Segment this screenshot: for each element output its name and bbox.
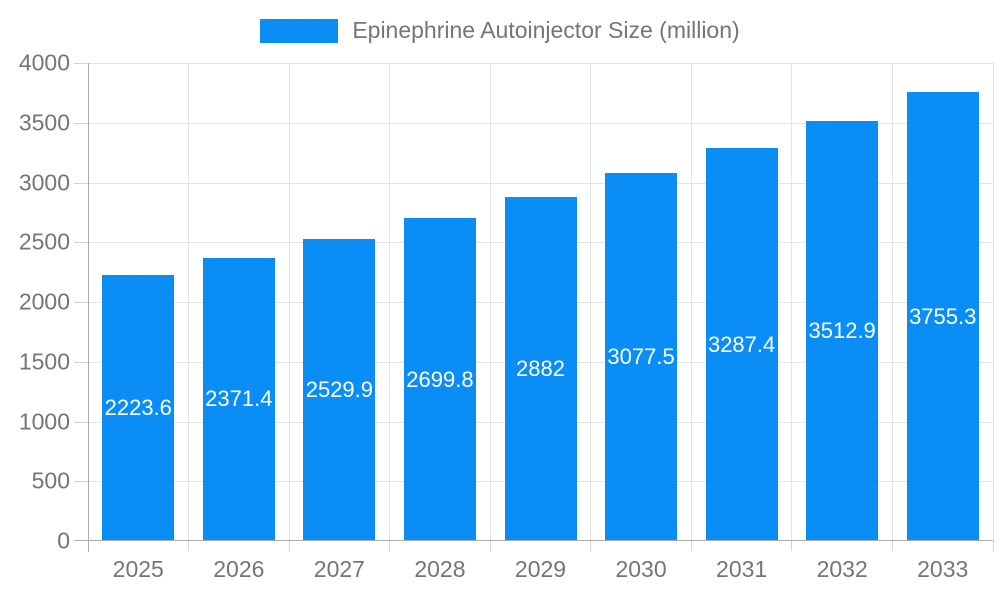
y-axis-line xyxy=(88,63,89,552)
x-tick-label: 2033 xyxy=(917,556,969,582)
h-gridline xyxy=(88,63,993,64)
y-tick-label: 3000 xyxy=(18,169,70,195)
y-axis-tick xyxy=(74,122,88,124)
v-gridline xyxy=(791,63,793,541)
x-tick-label: 2030 xyxy=(615,556,667,582)
bar[interactable]: 2223.6 xyxy=(102,275,175,541)
h-gridline xyxy=(88,122,993,124)
bar-value-label: 2529.9 xyxy=(305,376,374,402)
y-tick-label: 4000 xyxy=(18,49,70,76)
y-tick-label: 3500 xyxy=(18,109,70,136)
x-tick-label: 2027 xyxy=(313,556,365,582)
y-tick-label: 0 xyxy=(57,527,70,554)
x-tick-label: 2031 xyxy=(716,556,768,582)
x-axis-tick xyxy=(389,541,391,551)
v-gridline xyxy=(992,63,994,541)
bar[interactable]: 2882 xyxy=(504,196,577,541)
y-axis-tick xyxy=(74,242,88,244)
bar-value-label: 3512.9 xyxy=(808,318,876,344)
x-axis-tick xyxy=(489,541,491,551)
y-tick-label: 2500 xyxy=(18,228,70,255)
x-axis-tick xyxy=(891,541,893,551)
v-gridline xyxy=(690,63,692,541)
x-tick-label: 2029 xyxy=(514,556,567,582)
bar[interactable]: 3755.3 xyxy=(906,92,979,541)
y-axis-tick xyxy=(74,481,88,483)
y-tick-label: 2000 xyxy=(18,288,70,315)
bar-value-label: 2882 xyxy=(516,355,565,381)
bar-value-label: 3755.3 xyxy=(909,303,977,329)
bar[interactable]: 3077.5 xyxy=(605,173,678,541)
bar-value-label: 2699.8 xyxy=(406,366,474,392)
bar[interactable]: 3512.9 xyxy=(806,121,879,541)
x-axis-tick xyxy=(690,541,692,551)
x-tick-label: 2028 xyxy=(414,556,466,582)
x-axis-tick xyxy=(188,541,190,551)
y-axis-tick xyxy=(74,361,88,363)
legend-label: Epinephrine Autoinjector Size (million) xyxy=(352,17,740,43)
x-tick-label: 2025 xyxy=(112,556,164,582)
y-tick-label: 1500 xyxy=(18,348,70,375)
x-axis-tick xyxy=(992,541,994,551)
x-axis-tick xyxy=(288,541,290,551)
y-tick-label: 1000 xyxy=(18,408,70,434)
h-gridline xyxy=(88,182,993,184)
x-tick-label: 2026 xyxy=(213,556,265,582)
bar-value-label: 3287.4 xyxy=(707,331,776,357)
v-gridline xyxy=(590,63,592,541)
bar-value-label: 2223.6 xyxy=(104,395,172,421)
v-gridline xyxy=(288,63,290,541)
bar-value-label: 2371.4 xyxy=(205,386,273,412)
bar[interactable]: 2529.9 xyxy=(303,238,376,541)
y-axis-tick xyxy=(74,63,88,64)
v-gridline xyxy=(489,63,491,541)
bar[interactable]: 3287.4 xyxy=(705,148,778,541)
bar-value-label: 3077.5 xyxy=(607,344,675,370)
plot-area: 2223.6 2371.4 2529.9 2699.8 2882 3077.5 3287.4… xyxy=(74,63,994,552)
legend[interactable]: Epinephrine Autoinjector Size (million) xyxy=(0,17,1000,44)
y-tick-label: 500 xyxy=(31,467,70,494)
y-axis-tick xyxy=(74,182,88,184)
v-gridline xyxy=(389,63,391,541)
bar[interactable]: 2371.4 xyxy=(202,257,275,541)
x-axis-tick xyxy=(590,541,592,551)
legend-swatch xyxy=(260,18,339,43)
v-gridline xyxy=(188,63,190,541)
x-axis-line xyxy=(74,540,993,541)
bar[interactable]: 2699.8 xyxy=(403,218,476,541)
x-axis-tick xyxy=(791,541,793,551)
y-axis-tick xyxy=(74,302,88,303)
v-gridline xyxy=(891,63,893,541)
y-axis-tick xyxy=(74,421,88,423)
x-tick-label: 2032 xyxy=(816,556,868,582)
